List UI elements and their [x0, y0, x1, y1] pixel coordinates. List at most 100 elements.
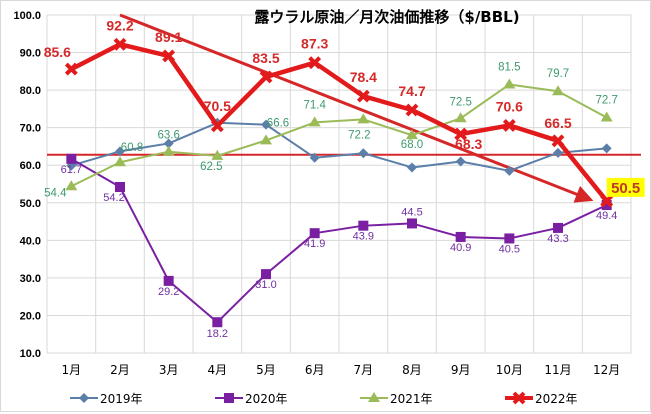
data-point	[553, 222, 563, 233]
data-label: 49.4	[596, 210, 617, 222]
data-point	[113, 37, 127, 51]
data-label: 92.2	[106, 17, 133, 33]
data-label: 72.7	[595, 95, 617, 107]
data-label: 63.6	[157, 130, 179, 142]
data-label: 43.3	[547, 233, 568, 245]
data-label: 83.5	[252, 50, 279, 66]
data-point	[308, 56, 322, 70]
x-tick-label: 3月	[159, 363, 179, 377]
data-label: 43.9	[353, 231, 374, 243]
legend: 2019年 2020年 2021年 2022年	[70, 391, 578, 406]
data-label: 71.4	[303, 99, 326, 111]
legend-marker-icon	[368, 392, 380, 402]
data-label: 72.2	[348, 129, 370, 141]
x-tick-label: 1月	[62, 363, 82, 377]
y-tick-label: 90.0	[20, 48, 41, 60]
data-point	[212, 317, 223, 328]
y-tick-label: 100.0	[13, 10, 41, 22]
y-tick-label: 60.0	[20, 160, 41, 172]
series-line-2020年	[70, 157, 608, 324]
y-tick-label: 20.0	[20, 310, 41, 322]
series-line-2021年	[70, 83, 608, 188]
data-labels: 61.7 54.2 29.2 18.2 31.0 41.9 43.9 44.5 40.9 40.5…	[44, 17, 645, 340]
marker-stroke	[259, 70, 273, 84]
data-point	[601, 143, 612, 154]
data-point	[115, 146, 125, 157]
y-tick-label: 30.0	[20, 273, 41, 285]
marker-stroke	[356, 89, 370, 103]
data-label: 40.9	[450, 242, 471, 254]
data-label: 41.9	[304, 238, 325, 250]
y-tick-label: 40.0	[20, 235, 41, 247]
legend-marker-icon	[79, 393, 89, 403]
series-line-2019年	[71, 121, 607, 172]
data-point	[407, 162, 417, 173]
data-point	[65, 180, 78, 191]
data-point	[358, 148, 369, 159]
legend-label: 2019年	[100, 392, 143, 406]
data-label: 79.7	[547, 68, 569, 80]
y-tick-label: 80.0	[20, 85, 41, 97]
data-point	[600, 194, 614, 208]
data-label: 70.6	[496, 98, 523, 114]
x-tick-label: 4月	[208, 363, 228, 377]
data-label: 66.6	[267, 117, 289, 129]
data-point	[504, 233, 515, 244]
data-point	[66, 153, 77, 164]
chart-title: 露ウラル原油／月次油価推移（$/BBL)	[254, 8, 519, 26]
data-label: 70.5	[204, 98, 231, 114]
data-point	[211, 149, 224, 160]
marker-stroke	[454, 127, 468, 141]
data-label: 68.0	[401, 139, 423, 151]
series-group	[64, 37, 614, 328]
data-label: 18.2	[207, 328, 228, 340]
legend-marker-icon	[224, 393, 234, 403]
data-point	[504, 165, 515, 176]
series-line-2022年	[70, 42, 609, 203]
marker-stroke	[405, 103, 419, 117]
x-tick-label: 6月	[305, 363, 325, 377]
x-axis-ticks: 1月 2月 3月 4月 5月 6月 7月 8月 9月 10月 11月 12月	[62, 363, 621, 377]
x-tick-label: 10月	[496, 363, 523, 377]
data-point	[115, 182, 125, 193]
y-axis-ticks: 10.0 20.0 30.0 40.0 50.0 60.0 70.0 80.0 90.0 100.…	[13, 10, 41, 360]
data-point	[455, 231, 466, 242]
data-point	[503, 78, 516, 89]
data-label: 50.5	[611, 180, 640, 197]
data-point	[552, 85, 564, 96]
data-point	[455, 156, 466, 167]
data-point	[309, 152, 320, 163]
data-point	[64, 62, 78, 76]
annotations	[47, 13, 641, 203]
x-tick-label: 11月	[544, 363, 571, 377]
data-label: 66.5	[544, 115, 571, 131]
data-point	[357, 113, 370, 124]
data-label: 74.7	[398, 83, 425, 99]
data-point	[454, 112, 467, 123]
data-label: 72.5	[449, 96, 471, 108]
data-point	[163, 138, 174, 149]
data-label: 61.7	[61, 164, 82, 176]
x-tick-label: 12月	[593, 363, 620, 377]
y-tick-label: 70.0	[20, 123, 41, 135]
data-point	[406, 129, 418, 140]
data-point	[163, 275, 174, 286]
data-label: 29.2	[158, 286, 179, 298]
data-point	[114, 156, 126, 167]
marker-stroke	[210, 119, 224, 133]
marker-stroke	[512, 391, 526, 405]
data-point	[356, 89, 370, 103]
marker-stroke	[64, 62, 78, 76]
y-tick-label: 10.0	[20, 348, 41, 360]
data-point	[210, 119, 224, 133]
x-tick-label: 9月	[451, 363, 471, 377]
data-point	[308, 116, 321, 127]
data-label: 44.5	[401, 206, 422, 218]
data-point	[162, 49, 176, 63]
data-point	[261, 119, 271, 130]
data-label: 87.3	[301, 36, 328, 52]
data-point	[309, 228, 320, 239]
data-point	[407, 218, 417, 229]
data-point	[553, 147, 563, 158]
data-point	[260, 134, 272, 145]
